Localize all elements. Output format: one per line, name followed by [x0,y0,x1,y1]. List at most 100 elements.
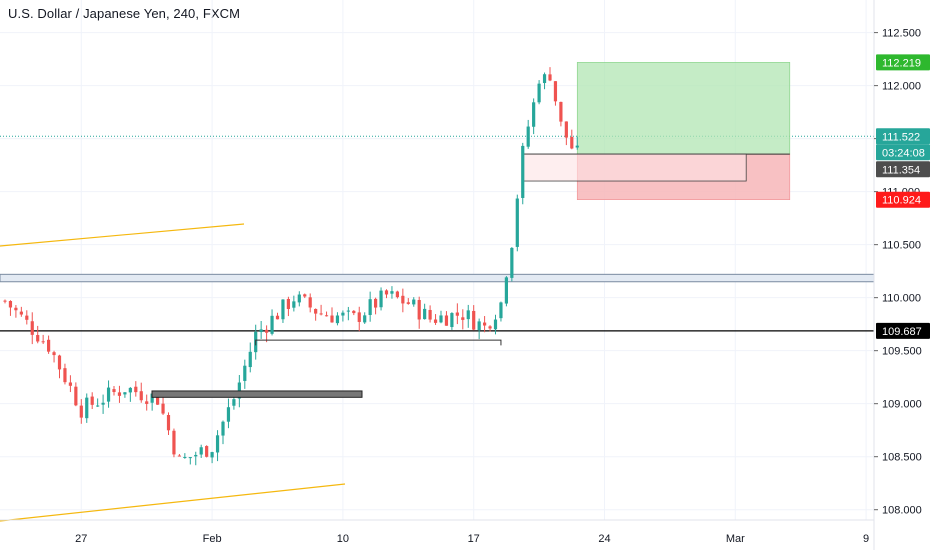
candle-body [47,339,51,352]
candle-body [57,355,62,370]
candle-body [150,393,154,403]
candle-body [215,435,220,453]
candle-body [455,312,459,316]
candle-body [384,290,389,295]
price-tag-2: 03:24:08 [876,144,930,161]
candle-body [439,315,443,323]
candle-body [537,83,541,103]
candle-body [292,301,296,308]
chart-grid [0,0,874,520]
candle-body [14,307,18,311]
price-tag-1: 111.522 [876,128,930,145]
candle-body [106,387,111,402]
price-tag-label: 03:24:08 [882,147,925,159]
candle-body [166,414,171,431]
candle-body [275,315,280,320]
candle-body [406,302,410,304]
price-tag-0: 112.219 [876,54,930,71]
candle-body [41,341,45,343]
price-tag-bg [876,191,930,208]
candle-body [532,102,536,127]
candle-body [504,277,508,304]
lower-trendline [0,483,346,522]
candle-body [19,311,23,315]
candle-body [96,405,100,407]
price-tags: 112.219 111.522 03:24:08 111.354 110.924 109.… [876,54,930,339]
candle-body [363,315,367,323]
candle-body [499,302,503,319]
candle-body [428,309,432,320]
price-tick-label: 108.500 [882,452,922,464]
candle-body [335,315,340,324]
candle-body [493,319,498,330]
chart-title: U.S. Dollar / Japanese Yen, 240, FXCM [8,6,241,21]
candle-body [450,313,454,328]
candle-body [63,368,67,383]
candle-body [205,446,209,457]
candle-body [417,299,421,320]
candle-body [379,290,383,308]
candle-body [128,387,132,393]
candle-body [488,326,492,329]
price-tag-4: 110.924 [876,191,930,208]
candle-body [101,402,105,405]
time-tick-label: 9 [863,533,869,545]
price-tag-label: 109.687 [882,326,922,338]
candle-body [25,315,29,320]
time-axis: 27 Feb 10 17 24 Mar 9 [0,519,874,545]
candle-body [297,294,301,303]
candle-body [3,300,7,302]
price-axis: 108.000 108.500 109.000 109.500 110.000 110.5… [873,0,922,550]
price-tick-label: 110.500 [882,240,921,252]
profit-zone [576,62,791,155]
candle-body [542,74,547,84]
demand-box [522,153,747,182]
time-tick-label: 24 [598,533,610,545]
candle-body [232,399,236,406]
candle-body [210,452,214,458]
price-tick-label: 110.000 [882,293,921,305]
candle-body [36,335,40,342]
candle-body [281,299,285,320]
candle-body [68,382,72,386]
candle-body [570,136,574,149]
time-tick-label: 27 [75,533,87,545]
candle-body [8,300,13,308]
candle-body [444,315,449,326]
position-zones [522,62,791,200]
candle-body [243,365,247,381]
candle-body [226,407,231,422]
candle-body [433,319,438,323]
time-tick-label: Mar [726,533,745,545]
candle-body [139,391,143,401]
candle-body [564,121,568,138]
price-tag-bg [876,322,930,339]
candle-body [412,299,416,305]
candle-body [286,298,290,309]
time-tick-label: Feb [203,533,222,545]
candle-body [199,447,203,455]
candle-body [265,329,269,333]
upper-trendline [0,223,245,247]
candle-body [172,430,176,455]
candle-body [117,392,122,396]
price-tick-label: 112.500 [882,28,921,40]
candle-body [390,291,394,294]
candle-body [526,126,530,147]
range-bracket [255,339,502,346]
resistance-band [0,273,875,283]
price-tag-label: 112.219 [882,57,921,69]
candle-body [183,456,187,458]
candle-body [134,386,138,393]
candle-body [423,308,427,320]
price-tag-5: 109.687 [876,322,930,339]
candle-body [548,74,552,81]
candle-body [575,145,579,148]
price-tag-label: 111.354 [882,164,920,176]
candle-body [357,312,361,322]
candle-body [483,322,487,326]
candle-body [303,294,307,297]
candle-body [177,455,181,457]
candle-body [90,396,94,405]
